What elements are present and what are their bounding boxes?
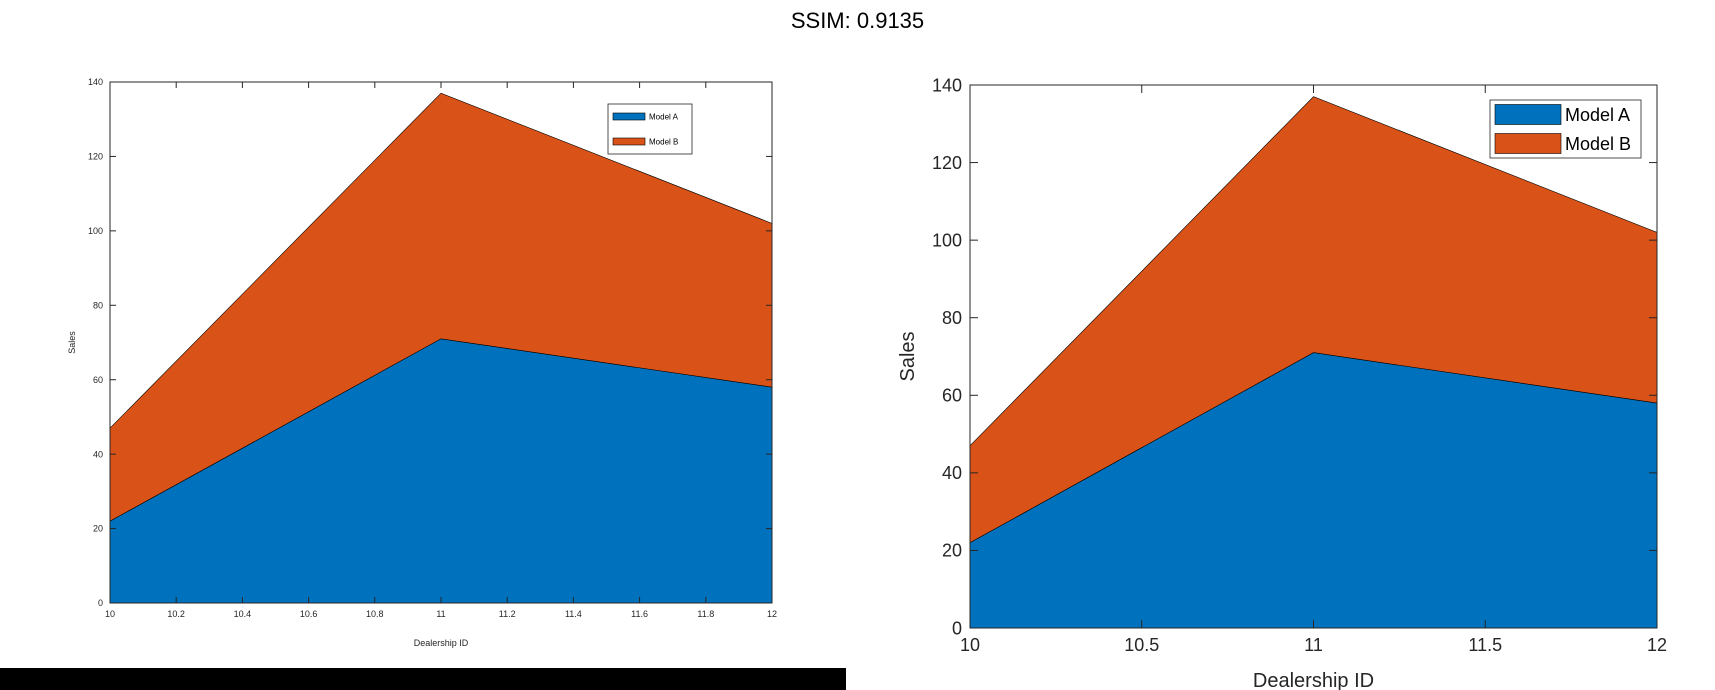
y-tick-label: 140 — [88, 77, 103, 87]
y-tick-label: 120 — [932, 153, 962, 173]
x-tick-label: 10.4 — [234, 609, 252, 619]
legend-label: Model B — [649, 137, 678, 146]
legend: Model A Model B — [607, 103, 693, 155]
legend-box — [607, 103, 693, 155]
x-tick-label: 11.5 — [1468, 635, 1502, 655]
y-tick-label: 80 — [93, 300, 103, 310]
y-tick-label: 20 — [942, 541, 962, 561]
y-tick-label: 100 — [88, 226, 103, 236]
legend-swatch — [1494, 104, 1562, 125]
x-tick-label: 10.2 — [167, 609, 185, 619]
x-tick-label: 12 — [1647, 635, 1667, 655]
figure-title: SSIM: 0.9135 — [790, 8, 925, 33]
x-tick-label: 10.5 — [1124, 635, 1159, 655]
chart-panel-1: 10 10.2 10.4 10.6 10.8 11 11.2 11.4 11.6 11.8 1202… — [67, 77, 777, 648]
y-tick-label: 0 — [952, 618, 962, 638]
y-tick-label: 140 — [932, 75, 962, 95]
y-axis-label: Sales — [67, 331, 77, 354]
black-bar — [0, 668, 846, 690]
x-tick-label: 10 — [960, 635, 980, 655]
y-tick-label: 120 — [88, 152, 103, 162]
legend-label: Model A — [1565, 105, 1630, 125]
legend-swatch — [1494, 133, 1562, 154]
x-tick-label: 11.2 — [499, 609, 516, 619]
y-tick-label: 20 — [93, 524, 103, 534]
legend-swatch — [612, 137, 646, 146]
y-tick-label: 40 — [942, 463, 962, 483]
y-tick-label: 40 — [93, 449, 103, 459]
x-tick-label: 11.6 — [631, 609, 648, 619]
legend: Model A Model B — [1489, 99, 1642, 159]
x-tick-label: 11.8 — [697, 609, 714, 619]
y-tick-label: 0 — [98, 598, 103, 608]
y-axis-label: Sales — [897, 331, 919, 381]
legend-label: Model B — [1565, 134, 1631, 154]
x-tick-label: 11.4 — [565, 609, 582, 619]
y-tick-label: 100 — [932, 230, 962, 250]
x-tick-label: 11 — [1304, 635, 1323, 655]
x-tick-label: 10.8 — [366, 609, 384, 619]
x-tick-label: 11 — [436, 609, 445, 619]
x-axis-label: Dealership ID — [414, 638, 469, 648]
y-tick-label: 60 — [942, 386, 962, 406]
legend-swatch — [612, 112, 646, 121]
x-tick-label: 10.6 — [300, 609, 318, 619]
legend-label: Model A — [649, 112, 679, 121]
y-tick-label: 80 — [942, 308, 962, 328]
y-tick-label: 60 — [93, 375, 103, 385]
x-tick-label: 10 — [105, 609, 115, 619]
chart-panel-2: 10 10.5 11 11.5 12020406080100120140Dealersh… — [897, 75, 1667, 690]
x-axis-label: Dealership ID — [1253, 670, 1374, 690]
x-tick-label: 12 — [767, 609, 777, 619]
